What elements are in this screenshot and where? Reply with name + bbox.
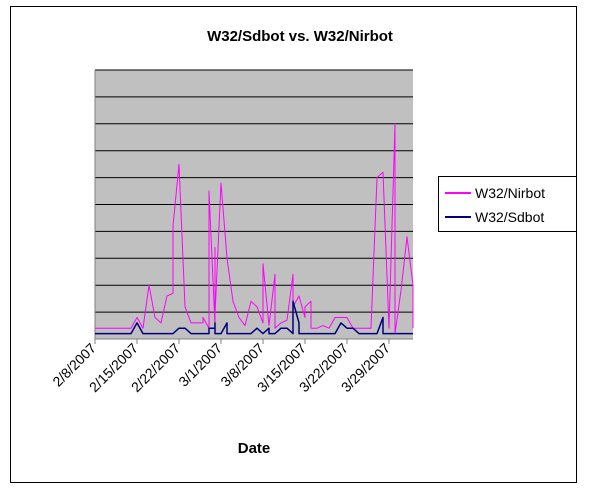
legend-item-sdbot: W32/Sdbot: [445, 207, 544, 227]
series-line-w32-sdbot: [95, 300, 413, 335]
series-line-w32-nirbot: [95, 123, 414, 335]
legend: W32/Nirbot W32/Sdbot: [438, 176, 577, 232]
legend-label-nirbot: W32/Nirbot: [475, 185, 546, 201]
chart-title: W32/Sdbot vs. W32/Nirbot: [207, 28, 393, 45]
x-axis-label: Date: [237, 440, 271, 457]
legend-swatch-sdbot: [445, 216, 471, 218]
legend-label-sdbot: W32/Sdbot: [475, 209, 545, 225]
legend-swatch-nirbot: [445, 192, 471, 194]
legend-item-nirbot: W32/Nirbot: [445, 183, 545, 203]
x-tick-label: 3/1/2007: [175, 340, 225, 390]
